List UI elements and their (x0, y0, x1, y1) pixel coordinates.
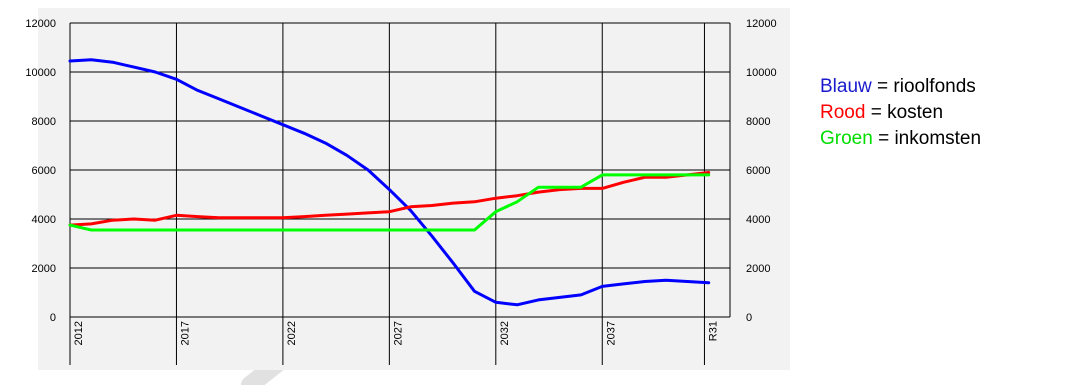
y-tick-label-left: 0 (50, 312, 56, 324)
x-tick-label: 2017 (179, 321, 191, 345)
series-lines (68, 58, 711, 307)
legend-item-groen: Groen = inkomsten (820, 126, 981, 152)
legend-color-word-groen: Groen (820, 128, 873, 149)
x-tick-label: 2022 (286, 321, 298, 345)
plot-background (38, 8, 790, 370)
y-tick-label-right: 4000 (746, 214, 770, 226)
legend-text-rood: = kosten (865, 102, 944, 123)
y-tick-label-left: 12000 (25, 18, 56, 30)
y-tick-label-right: 6000 (746, 165, 770, 177)
x-tick-label-end: R31 (707, 321, 719, 341)
y-tick-label-left: 10000 (25, 67, 56, 79)
legend-text-groen: = inkomsten (872, 128, 982, 149)
y-tick-label-left: 4000 (32, 214, 56, 226)
legend-color-word-blauw: Blauw (820, 76, 872, 97)
legend-color-word-rood: Rood (820, 102, 866, 123)
legend-item-rood: Rood = kosten (820, 100, 981, 126)
series-line-groen (68, 173, 711, 232)
y-tick-label-right: 12000 (746, 18, 777, 30)
x-tick-label: 2027 (392, 321, 404, 345)
legend-item-blauw: Blauw = rioolfonds (820, 74, 981, 100)
x-tick-label: 2037 (605, 321, 617, 345)
y-tick-label-right: 8000 (746, 116, 770, 128)
y-tick-label-right: 10000 (746, 67, 777, 79)
x-tick-label: 2012 (73, 321, 85, 345)
axis-ticks: 0 0 2000 2000 4000 4000 6000 6000 8000 8000 10000 1… (25, 18, 776, 345)
y-tick-label-right: 2000 (746, 263, 770, 275)
line-chart: 0 0 2000 2000 4000 4000 6000 6000 8000 8000 10000 1… (25, 8, 790, 385)
chart-container: 0 0 2000 2000 4000 4000 6000 6000 8000 8000 10000 1… (25, 8, 790, 385)
series-line-blauw (68, 58, 711, 307)
legend-text-blauw: = rioolfonds (871, 76, 976, 97)
x-tick-label: 2032 (499, 321, 511, 345)
y-tick-label-right: 0 (746, 312, 752, 324)
y-tick-label-left: 2000 (32, 263, 56, 275)
y-tick-label-left: 8000 (32, 116, 56, 128)
y-tick-label-left: 6000 (32, 165, 56, 177)
legend: Blauw = rioolfonds Rood = kosten Groen =… (820, 74, 981, 152)
series-line-rood (68, 171, 711, 227)
